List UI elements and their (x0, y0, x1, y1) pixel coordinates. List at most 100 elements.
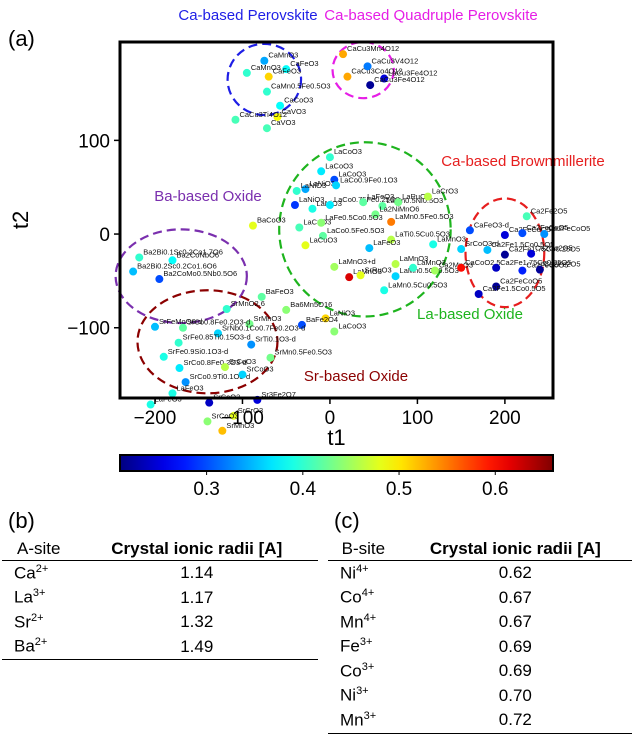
point-label: Ba2CoMo0.5Nb0.5O6 (163, 269, 237, 278)
point-label: SrMn0.5Fe0.5O3 (274, 348, 332, 357)
data-point (343, 72, 352, 81)
point-label: Ca2FeCoO5 (526, 223, 568, 232)
data-point (535, 265, 544, 274)
data-point (273, 112, 282, 121)
point-label: LaCo0.5Fe0.5O3 (327, 226, 385, 235)
point-label: LaCo0.9Fe0.1O3 (340, 175, 398, 184)
b-site-row: Mn3+ 0.72 (328, 708, 632, 734)
data-point (247, 340, 256, 349)
data-point (430, 266, 439, 275)
b-site-ion: Fe3+ (340, 636, 373, 657)
cluster-label: Sr-based Oxide (304, 368, 408, 385)
point-label: LaMn0.5Cu0.5O3 (400, 266, 459, 275)
data-point (321, 314, 330, 323)
point-label: CaMn0.5Fe0.5O3 (271, 82, 331, 91)
point-label: SrCoO3 (229, 357, 256, 366)
b-site-ion: Co4+ (340, 587, 375, 608)
data-point (248, 221, 257, 230)
panel-label-c: (c) (334, 508, 360, 533)
b-site-table: B-site Crystal ionic radii [A] Ni4+ 0.62 C… (328, 538, 632, 734)
data-point (168, 256, 177, 265)
point-label: SrCrO3 (238, 406, 263, 415)
point-label: LaMnO3 (353, 267, 382, 276)
data-point (359, 198, 368, 207)
b-site-header: B-site (328, 538, 399, 561)
point-label: LaMn0.5Fe0.5O3 (395, 212, 453, 221)
data-point (292, 186, 301, 195)
b-site-ion: Mn4+ (340, 611, 377, 632)
data-point (378, 201, 387, 210)
point-label: BaFe2O4 (306, 315, 338, 324)
data-point (262, 124, 271, 133)
data-point (317, 218, 326, 227)
panel-label-b: (b) (8, 508, 35, 533)
point-label: Ca2Fe1.5Co0.5O5 (491, 240, 554, 249)
data-point (317, 167, 326, 176)
data-point (245, 319, 254, 328)
point-label: LaMnO3+d (338, 257, 375, 266)
data-point (380, 286, 389, 295)
point-label: LaFeO3 (367, 192, 394, 201)
b-site-ion: Mn3+ (328, 708, 399, 734)
point-label: SrCoO3-d (465, 239, 499, 248)
data-point (540, 230, 549, 239)
data-point (330, 262, 339, 271)
point-label: CaMnO3 (268, 51, 298, 60)
scatter-chart: CaMnO3CaFeO3CaMnO3CaFeO3CaMn0.5Fe0.5O3Ca… (8, 7, 605, 500)
b-site-radius: 0.72 (398, 708, 632, 734)
colorbar-tick-label: 0.5 (386, 479, 412, 500)
point-label: CaFeO3-d (474, 220, 509, 229)
a-site-row: Sr2+ 1.32 (2, 610, 318, 635)
data-point (242, 68, 251, 77)
data-point (150, 322, 159, 331)
data-point (371, 210, 380, 219)
b-site-row: Ni4+ 0.62 (328, 561, 632, 586)
y-tick-label: −100 (67, 319, 110, 340)
y-tick-label: 0 (99, 225, 110, 246)
point-label: LaTi0.5Cu0.5O3 (395, 230, 450, 239)
data-point (409, 263, 418, 272)
b-site-radius: 0.70 (498, 685, 532, 705)
a-site-ion: Ba2+ (2, 634, 76, 660)
point-label: SrCo0.8Fe0.2O3-d (187, 318, 250, 327)
cluster-label: Ca-based Perovskite (178, 7, 317, 24)
a-site-ion: La3+ (14, 587, 46, 608)
data-point (308, 204, 317, 213)
data-point (260, 56, 269, 65)
a-site-row: La3+ 1.17 (2, 586, 318, 611)
cluster-ellipse (331, 40, 395, 100)
point-label: CaMnO3 (251, 63, 281, 72)
point-label: LaFeO3 (373, 238, 400, 247)
data-point (146, 400, 155, 409)
b-site-radius: 0.69 (498, 636, 532, 656)
data-point (500, 250, 509, 259)
data-point (178, 323, 187, 332)
data-point (295, 223, 304, 232)
data-point (363, 62, 372, 71)
point-label: SrMnO3 (253, 314, 281, 323)
data-point (238, 370, 247, 379)
colorbar-tick-label: 0.4 (290, 479, 317, 500)
colorbar-tick-label: 0.6 (482, 479, 508, 500)
data-point (527, 249, 536, 258)
data-point (457, 245, 466, 254)
point-label: Ca2Fe1.75Co0.25O5 (509, 245, 580, 254)
data-point (266, 353, 275, 362)
point-label: CaCu3Mn4O12 (347, 44, 399, 53)
point-label: BaFeO3 (266, 287, 294, 296)
cluster-ellipse (136, 289, 279, 395)
plot-frame (118, 40, 555, 400)
point-label: Ca2Fe1.5Co0.5O5 (483, 284, 546, 293)
x-tick-label: −200 (134, 408, 177, 429)
data-point (213, 329, 222, 338)
point-label: SrFeMoO6-d (159, 317, 202, 326)
a-site-radius: 1.32 (180, 612, 214, 632)
data-point (483, 245, 492, 254)
x-tick-label: −100 (221, 408, 264, 429)
point-label: CaFeO3 (290, 59, 318, 68)
point-label: BaCoO3 (257, 216, 286, 225)
point-label: LaFeO3 (176, 383, 203, 392)
point-label: Ca2MnO3 (439, 261, 473, 270)
b-site-radii-header: Crystal ionic radii [A] (398, 538, 632, 561)
point-label: Ba2Bi0.1Sc0.2Co1.7O6 (143, 247, 223, 256)
